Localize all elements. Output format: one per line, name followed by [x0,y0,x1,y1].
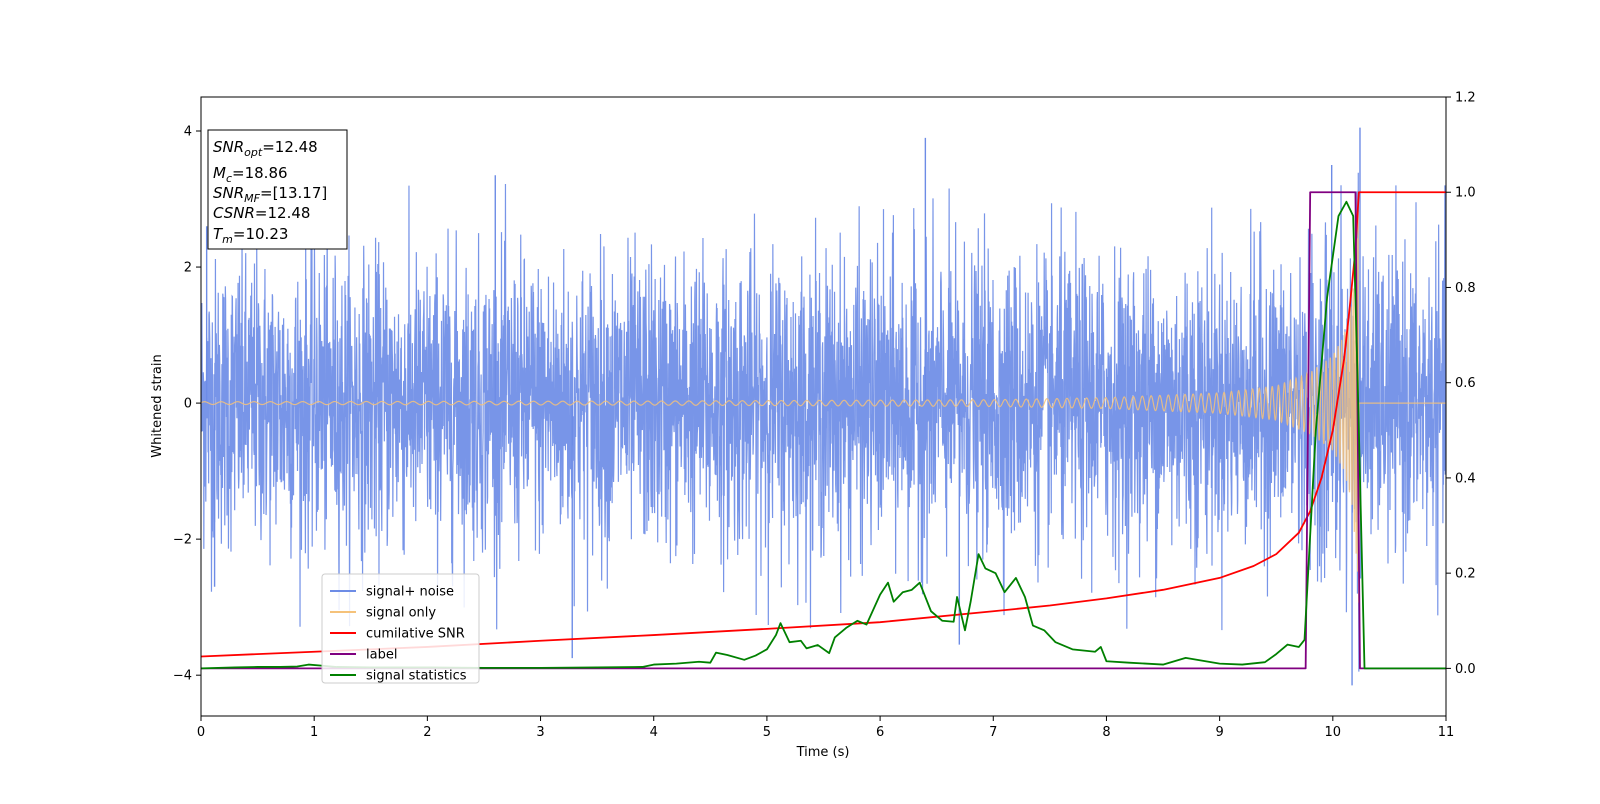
x-tick-label: 2 [423,725,431,740]
x-tick-label: 9 [1215,725,1223,740]
right-y-tick-label: 1.0 [1455,186,1476,201]
info-box: SNRopt=12.48 Mc=18.86 SNRMF=[13.17] CSNR… [207,129,348,250]
legend-label: label [366,648,397,663]
legend-label: signal+ noise [366,585,454,600]
x-tick-label: 4 [650,725,658,740]
info-mc: Mc=18.86 [213,164,288,185]
y-tick-label: 2 [184,261,192,276]
right-y-tick-label: 0.8 [1455,281,1476,296]
legend-frame [321,573,480,684]
y-tick-label: −2 [173,533,192,548]
right-y-tick-label: 0.0 [1455,662,1476,677]
x-tick-label: 3 [536,725,544,740]
y-axis-label: Whitened strain [150,354,165,457]
right-y-axis-ticks: 0.0 0.2 0.4 0.6 0.8 1.0 1.2 [1446,91,1476,677]
info-box-frame [207,129,348,250]
right-y-tick-label: 0.6 [1455,376,1476,391]
series-layer [201,127,1446,686]
info-snr-mf: SNRMF=[13.17] [213,184,327,205]
plot-frame [200,96,1447,717]
legend: signal+ noise signal only cumilative SNR la… [321,573,480,684]
x-tick-label: 6 [876,725,884,740]
info-csnr: CSNR=12.48 [213,204,310,222]
series-cumulative-snr [201,191,1446,658]
series-signal-noise [201,172,1446,672]
right-y-tick-label: 1.2 [1455,91,1476,106]
y-tick-label: −4 [173,669,192,684]
x-axis-label: Time (s) [796,745,850,760]
x-axis-ticks: 0 1 2 3 4 5 6 7 8 9 10 11 [197,716,1454,740]
info-snr-opt: SNRopt=12.48 [213,138,318,159]
x-tick-label: 5 [763,725,771,740]
x-tick-label: 10 [1325,725,1342,740]
info-tm: Tm=10.23 [213,225,288,246]
y-tick-label: 0 [184,397,192,412]
series-signal-statistics [201,200,1446,670]
right-y-tick-label: 0.4 [1455,471,1476,486]
y-axis-ticks: −4 −2 0 2 4 [173,125,201,684]
x-tick-label: 7 [989,725,997,740]
series-signal-only [201,212,1446,603]
right-y-tick-label: 0.2 [1455,567,1476,582]
x-tick-label: 1 [310,725,318,740]
x-tick-label: 8 [1102,725,1110,740]
legend-label: signal statistics [366,669,467,684]
x-tick-label: 0 [197,725,205,740]
legend-label: signal only [366,606,436,621]
x-tick-label: 11 [1438,725,1455,740]
legend-label: cumilative SNR [366,627,465,642]
y-tick-label: 4 [184,125,192,140]
